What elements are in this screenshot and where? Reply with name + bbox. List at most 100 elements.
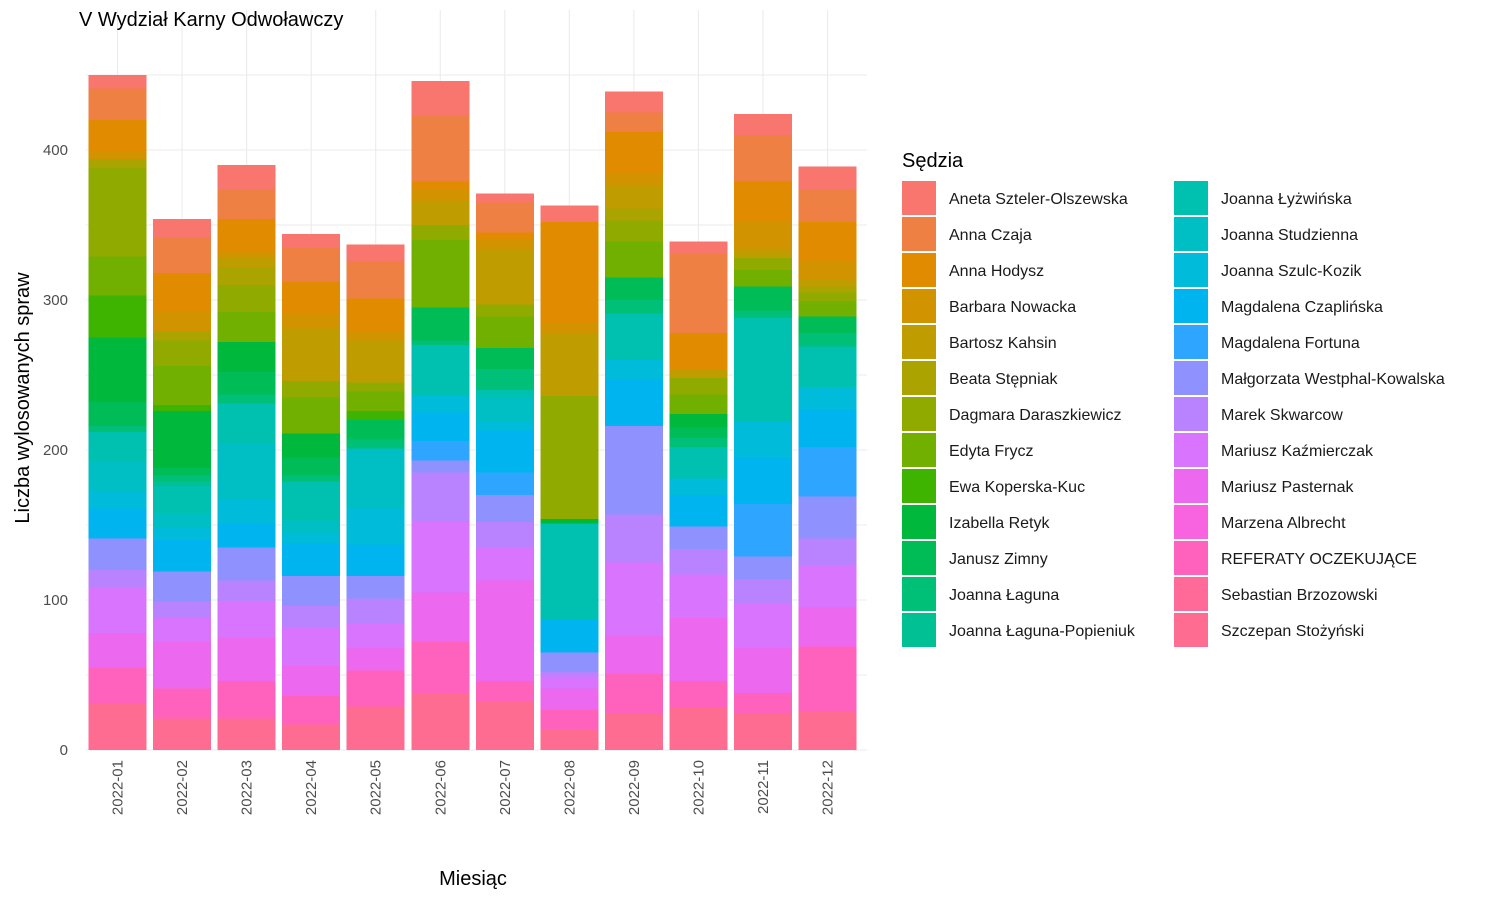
x-axis-title: Miesiąc xyxy=(439,868,507,890)
bar-segment xyxy=(88,508,147,539)
bar-segment xyxy=(669,394,728,414)
bar-segment xyxy=(798,301,857,317)
bar-segment xyxy=(734,421,792,458)
bar-segment xyxy=(669,618,728,681)
x-axis-ticks: 2022-01 2022-02 2022-03 2022-04 2022-05 2022-… xyxy=(110,760,837,815)
bar-segment xyxy=(669,447,728,479)
legend-key xyxy=(1174,181,1208,215)
bar-segment xyxy=(411,412,470,441)
legend-key xyxy=(902,253,936,287)
bar-segment xyxy=(282,576,341,606)
bar-segment xyxy=(734,249,792,258)
bar-segment xyxy=(798,409,857,447)
bar-segment xyxy=(153,642,212,689)
bar-segment xyxy=(540,688,599,710)
bar-segment xyxy=(153,688,212,719)
bar-segment xyxy=(798,387,857,410)
bar-segment xyxy=(217,637,276,681)
bar-segment xyxy=(346,411,405,420)
bar-segment xyxy=(88,703,147,750)
bar-segment xyxy=(604,174,663,186)
bar-segment xyxy=(153,481,212,486)
bar-segment xyxy=(282,481,341,521)
legend-key xyxy=(1174,577,1208,611)
bar-segment xyxy=(540,333,599,396)
bar-segment xyxy=(669,478,728,495)
bar-segment xyxy=(217,165,276,189)
bar-segment xyxy=(282,381,341,398)
bar-segment xyxy=(669,681,728,708)
legend-key xyxy=(902,541,936,575)
legend-key xyxy=(902,361,936,395)
legend-label: Dagmara Daraszkiewicz xyxy=(949,407,1122,424)
bar-segment xyxy=(540,652,599,672)
legend-key xyxy=(902,469,936,503)
bar-segment xyxy=(798,711,857,750)
legend-key xyxy=(902,289,936,323)
bar-segment xyxy=(411,115,470,182)
bar-segment xyxy=(604,241,663,278)
x-tick-label: 2022-04 xyxy=(303,760,320,815)
legend-label: Janusz Zimny xyxy=(949,551,1048,568)
legend: Sędzia Aneta Szteler-Olszewska Anna Czaja… xyxy=(902,150,1445,647)
bar-segment xyxy=(346,298,405,332)
legend-label: Bartosz Kahsin xyxy=(949,335,1057,352)
legend-label: Magdalena Fortuna xyxy=(1221,335,1360,352)
bar-segment xyxy=(346,391,405,411)
legend-key xyxy=(1174,361,1208,395)
bar-segment xyxy=(282,328,341,381)
bar-segment xyxy=(153,468,212,476)
bar-segment xyxy=(411,340,470,345)
bar-segment xyxy=(346,448,405,509)
bar-segment xyxy=(411,441,470,461)
bar-segment xyxy=(669,549,728,575)
bar-segment xyxy=(475,702,534,750)
bar-segment xyxy=(540,709,599,729)
bar-segment xyxy=(798,189,857,222)
legend-key xyxy=(1174,613,1208,647)
bar-segment xyxy=(669,427,728,438)
bar-segment xyxy=(604,313,663,360)
legend-label: Marzena Albrecht xyxy=(1221,515,1346,532)
bar-segment xyxy=(604,714,663,750)
legend-label: Beata Stępniak xyxy=(949,371,1059,388)
bar-segment xyxy=(734,286,792,311)
bar-segment xyxy=(282,534,341,543)
bar-segment xyxy=(217,252,276,258)
bar-segment xyxy=(217,718,276,750)
x-tick-label: 2022-02 xyxy=(174,760,191,815)
bar-segment xyxy=(411,225,470,240)
bar-segment xyxy=(798,565,857,608)
x-tick-label: 2022-08 xyxy=(561,760,578,815)
y-tick-label: 100 xyxy=(43,592,68,609)
legend-label: Marek Skwarcow xyxy=(1221,407,1343,424)
x-tick-label: 2022-07 xyxy=(497,760,514,815)
bar-segment xyxy=(88,168,147,257)
bar-segment xyxy=(798,292,857,302)
bar-segment xyxy=(346,706,405,750)
bar-segment xyxy=(540,729,599,750)
legend-key xyxy=(902,433,936,467)
bar-segment xyxy=(540,324,599,333)
bar-segment xyxy=(798,166,857,189)
bar-segment xyxy=(153,405,212,411)
bar-segment xyxy=(217,601,276,638)
y-axis-ticks: 0 100 200 300 400 xyxy=(43,142,68,759)
bar-segment xyxy=(475,397,534,422)
bar-segment xyxy=(88,88,147,120)
bar-segment xyxy=(475,304,534,317)
legend-key xyxy=(902,397,936,431)
bar-segment xyxy=(540,619,599,653)
bar-segment xyxy=(411,307,470,341)
bar-segment xyxy=(153,340,212,366)
bar-segment xyxy=(217,219,276,252)
bar-segment xyxy=(734,258,792,270)
bar-segment xyxy=(604,562,663,636)
bar-segment xyxy=(540,523,599,620)
bar-segment xyxy=(217,547,276,581)
bar-segment xyxy=(217,681,276,719)
bar-segment xyxy=(798,496,857,539)
x-tick-label: 2022-12 xyxy=(820,760,837,815)
bar-segment xyxy=(88,432,147,462)
legend-key xyxy=(1174,289,1208,323)
